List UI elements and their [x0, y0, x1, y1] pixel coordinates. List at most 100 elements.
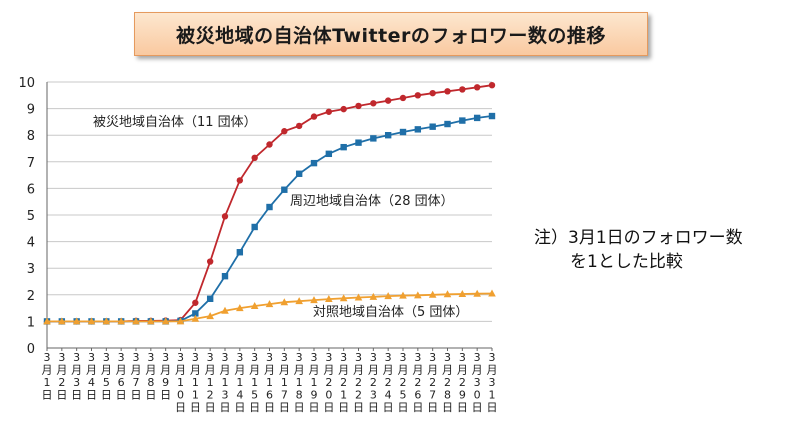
data-point — [236, 304, 244, 312]
data-point — [206, 312, 214, 320]
data-point — [414, 92, 422, 99]
series-lines — [43, 81, 496, 325]
data-point — [72, 317, 81, 325]
data-point — [459, 86, 466, 93]
y-tick-label: 3 — [27, 262, 35, 277]
data-point — [444, 88, 451, 95]
data-point — [325, 295, 333, 303]
data-point — [221, 272, 229, 280]
data-point — [428, 290, 437, 298]
data-point — [443, 290, 452, 298]
y-tick-label: 2 — [27, 289, 35, 304]
y-tick-label: 6 — [27, 182, 35, 197]
data-point — [310, 113, 318, 120]
data-point — [429, 123, 436, 130]
y-tick-label: 4 — [27, 236, 35, 251]
data-point — [206, 258, 214, 265]
data-point — [251, 223, 258, 231]
y-tick-label: 8 — [27, 129, 35, 144]
series-label: 周辺地域自治体（28 団体） — [290, 194, 454, 209]
data-point — [370, 135, 377, 142]
data-point — [265, 300, 274, 308]
chart-title: 被災地域の自治体Twitterのフォロワー数の推移 — [134, 12, 648, 56]
data-point — [102, 317, 111, 325]
gridlines — [47, 81, 492, 322]
data-point — [444, 120, 451, 128]
data-point — [295, 170, 303, 177]
data-point — [117, 317, 125, 325]
data-point — [488, 112, 496, 120]
data-point — [355, 139, 362, 146]
data-point — [473, 84, 481, 91]
data-point — [191, 314, 200, 322]
data-point — [339, 294, 348, 302]
data-point — [132, 317, 140, 325]
data-point — [161, 317, 170, 325]
data-point — [384, 132, 392, 139]
data-point — [295, 297, 303, 305]
data-point — [192, 310, 199, 317]
data-point — [414, 126, 422, 133]
data-point — [281, 128, 288, 135]
data-point — [221, 306, 229, 314]
data-point — [488, 289, 496, 297]
data-point — [458, 290, 467, 298]
data-point — [325, 150, 333, 158]
data-point — [310, 296, 318, 304]
data-point — [340, 105, 347, 113]
data-point — [236, 177, 244, 184]
data-point — [310, 159, 318, 167]
y-tick-label: 9 — [27, 103, 35, 118]
y-tick-label: 1 — [27, 315, 35, 330]
data-point — [384, 292, 392, 300]
data-point — [266, 203, 273, 211]
data-point — [340, 143, 347, 151]
data-point — [370, 100, 377, 107]
note-line-2: を1とした比較 — [570, 252, 683, 272]
data-point — [147, 317, 155, 325]
data-point — [473, 289, 481, 297]
y-tick-labels: 0 1 2 3 4 5 6 7 8 9 10 — [18, 76, 35, 357]
data-point — [369, 292, 378, 300]
data-point — [355, 102, 362, 110]
data-point — [251, 154, 258, 162]
data-point — [399, 291, 407, 299]
data-point — [384, 97, 392, 104]
data-point — [281, 186, 288, 193]
data-point — [429, 89, 436, 97]
series-label: 対照地域自治体（5 団体） — [313, 305, 468, 320]
data-point — [399, 128, 407, 136]
data-point — [414, 291, 422, 299]
data-point — [266, 141, 273, 148]
data-point — [488, 81, 496, 89]
x-tick-labels: 3 月 1 日3 月 2 日 3 月 3 日 3 月 4 日 3 月 5 日 3 月 6 日 3 月 7 日3 月 8 日 3 月 9 日 3 月 1 0… — [42, 351, 498, 414]
series-labels: 被災地域自治体（11 団体） 周辺地域自治体（28 団体） 対照地域自治体（5 団体… — [93, 115, 468, 320]
